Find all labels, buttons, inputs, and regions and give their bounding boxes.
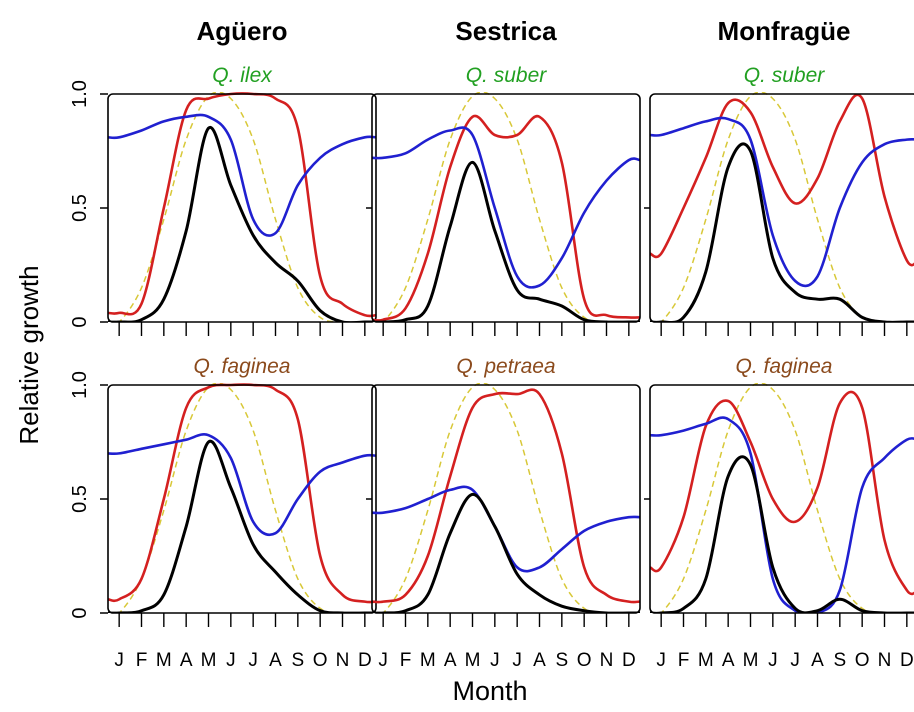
panel-frame bbox=[371, 93, 641, 323]
month-tick-label: M bbox=[698, 650, 714, 671]
series-line-red bbox=[372, 114, 640, 322]
series-line-red bbox=[650, 93, 914, 267]
month-tick-label: M bbox=[743, 650, 759, 671]
month-tick-label: J bbox=[790, 650, 800, 671]
month-tick-label: J bbox=[248, 650, 258, 671]
column-title: Sestrica bbox=[455, 16, 557, 46]
x-axis-label: Month bbox=[452, 676, 527, 706]
y-tick-label: 0 bbox=[69, 607, 91, 618]
panel-subtitle: Q. petraea bbox=[456, 355, 555, 378]
month-tick-label: J bbox=[656, 650, 666, 671]
series-line-blue bbox=[108, 113, 376, 237]
month-tick-label: J bbox=[226, 650, 236, 671]
series-line-blue bbox=[372, 126, 640, 289]
series-line-blue bbox=[650, 416, 914, 613]
panel-subtitle: Q. suber bbox=[744, 64, 826, 87]
month-tick-label: O bbox=[577, 650, 592, 671]
series-line-red bbox=[372, 388, 640, 604]
month-tick-label: S bbox=[291, 650, 304, 671]
y-tick-label: 0 bbox=[69, 316, 91, 327]
panel-subtitle: Q. faginea bbox=[194, 355, 291, 378]
month-tick-label: N bbox=[878, 650, 892, 671]
y-tick-label: 1.0 bbox=[69, 80, 91, 108]
month-tick-label: M bbox=[420, 650, 436, 671]
series-line-blue bbox=[650, 116, 914, 288]
month-tick-label: S bbox=[555, 650, 568, 671]
panel-subtitle: Q. suber bbox=[466, 64, 548, 87]
month-tick-label: J bbox=[768, 650, 778, 671]
panel-subtitle: Q. ilex bbox=[212, 64, 273, 87]
y-tick-label: 1.0 bbox=[69, 371, 91, 399]
series-line-yellow bbox=[372, 92, 640, 322]
month-tick-label: S bbox=[833, 650, 846, 671]
month-tick-label: N bbox=[600, 650, 614, 671]
month-tick-label: D bbox=[358, 650, 372, 671]
panel-frame bbox=[649, 93, 914, 323]
series-line-black bbox=[108, 126, 376, 322]
month-tick-label: A bbox=[180, 650, 193, 671]
month-tick-label: A bbox=[722, 650, 735, 671]
month-tick-label: A bbox=[533, 650, 546, 671]
month-tick-label: D bbox=[900, 650, 914, 671]
month-tick-label: D bbox=[622, 650, 636, 671]
month-tick-label: J bbox=[114, 650, 124, 671]
panel-frame bbox=[371, 384, 641, 614]
series-line-yellow bbox=[372, 383, 640, 613]
column-title: Monfragüe bbox=[718, 16, 851, 46]
series-line-red bbox=[650, 390, 914, 596]
month-tick-label: O bbox=[313, 650, 328, 671]
series-line-blue bbox=[108, 433, 376, 537]
series-line-black bbox=[372, 492, 640, 613]
series-line-yellow bbox=[650, 383, 914, 613]
month-tick-label: F bbox=[400, 650, 412, 671]
month-tick-label: F bbox=[136, 650, 148, 671]
y-tick-label: 0.5 bbox=[69, 485, 91, 513]
month-tick-label: J bbox=[378, 650, 388, 671]
panel-frame bbox=[649, 384, 914, 614]
month-tick-label: M bbox=[201, 650, 217, 671]
month-tick-label: M bbox=[465, 650, 481, 671]
column-title: Agüero bbox=[197, 16, 288, 46]
series-line-black bbox=[650, 142, 914, 322]
month-tick-label: O bbox=[855, 650, 870, 671]
month-tick-label: J bbox=[490, 650, 500, 671]
month-tick-label: N bbox=[336, 650, 350, 671]
y-axis-label: Relative growth bbox=[14, 265, 44, 444]
month-tick-label: A bbox=[269, 650, 282, 671]
series-line-blue bbox=[372, 485, 640, 573]
month-tick-label: A bbox=[444, 650, 457, 671]
panel-subtitle: Q. faginea bbox=[736, 355, 833, 378]
y-tick-label: 0.5 bbox=[69, 194, 91, 222]
month-tick-label: F bbox=[678, 650, 690, 671]
panel-frame bbox=[107, 93, 377, 323]
month-tick-label: M bbox=[156, 650, 172, 671]
month-tick-label: J bbox=[512, 650, 522, 671]
month-tick-label: A bbox=[811, 650, 824, 671]
series-line-yellow bbox=[108, 383, 376, 613]
panel-frame bbox=[107, 384, 377, 614]
